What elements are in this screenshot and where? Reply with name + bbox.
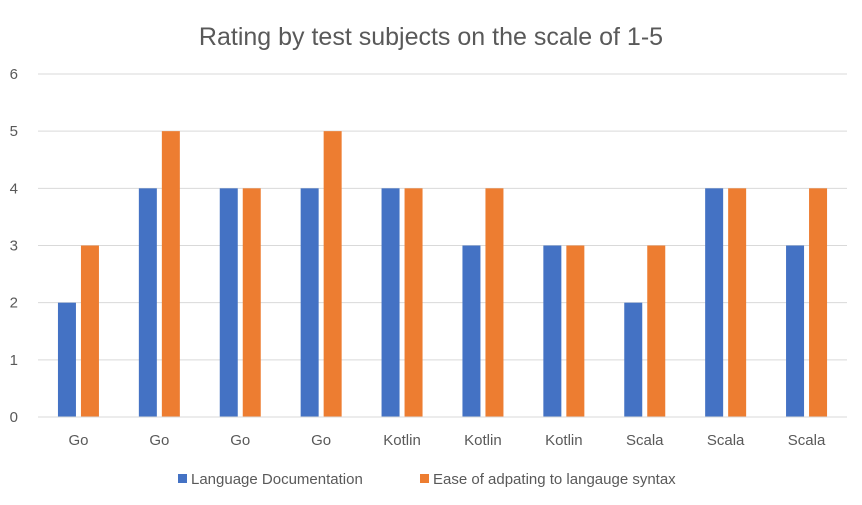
bars — [57, 131, 828, 417]
y-tick-label: 3 — [10, 238, 18, 255]
bar-series-1-cat-5 — [485, 188, 504, 417]
chart-title: Rating by test subjects on the scale of … — [199, 23, 663, 51]
bar-series-0-cat-2 — [219, 188, 238, 417]
y-tick-label: 2 — [10, 295, 18, 312]
bar-series-1-cat-7 — [647, 245, 666, 417]
y-tick-label: 1 — [10, 352, 18, 369]
y-tick-label: 0 — [10, 409, 18, 426]
bar-series-0-cat-9 — [786, 245, 805, 417]
bar-series-1-cat-8 — [728, 188, 747, 417]
bar-series-0-cat-3 — [300, 188, 319, 417]
bar-series-0-cat-4 — [381, 188, 400, 417]
y-tick-label: 4 — [10, 180, 18, 197]
bar-series-0-cat-1 — [138, 188, 157, 417]
legend-label-0: Language Documentation — [191, 471, 363, 488]
legend-label-1: Ease of adpating to langauge syntax — [433, 471, 676, 488]
bar-series-1-cat-2 — [242, 188, 261, 417]
bar-series-1-cat-0 — [80, 245, 99, 417]
x-tick-label: Go — [68, 432, 88, 449]
legend-swatch-1 — [420, 474, 429, 483]
bar-series-1-cat-6 — [566, 245, 585, 417]
x-tick-label: Go — [149, 432, 169, 449]
bar-series-0-cat-6 — [543, 245, 562, 417]
x-tick-label: Go — [311, 432, 331, 449]
x-tick-label: Go — [230, 432, 250, 449]
x-tick-label: Scala — [626, 432, 664, 449]
bar-series-0-cat-0 — [57, 302, 76, 417]
legend-swatch-0 — [178, 474, 187, 483]
x-tick-label: Kotlin — [383, 432, 421, 449]
bar-series-1-cat-9 — [809, 188, 828, 417]
gridlines — [38, 73, 847, 361]
bar-series-1-cat-1 — [161, 131, 180, 417]
x-tick-label: Scala — [707, 432, 745, 449]
x-tick-label: Kotlin — [545, 432, 583, 449]
bar-series-0-cat-8 — [705, 188, 724, 417]
legend: Language Documentation Ease of adpating t… — [178, 471, 676, 488]
axes: 0 1 2 3 4 5 6 Go Go Go Go Kotlin Kotlin Kotlin Scala Sc… — [10, 66, 847, 449]
x-tick-label: Kotlin — [464, 432, 502, 449]
y-tick-label: 6 — [10, 66, 18, 83]
bar-series-1-cat-3 — [323, 131, 342, 417]
bar-series-0-cat-5 — [462, 245, 481, 417]
bar-series-1-cat-4 — [404, 188, 423, 417]
bar-series-0-cat-7 — [624, 302, 643, 417]
x-tick-label: Scala — [788, 432, 826, 449]
y-tick-label: 5 — [10, 123, 18, 140]
